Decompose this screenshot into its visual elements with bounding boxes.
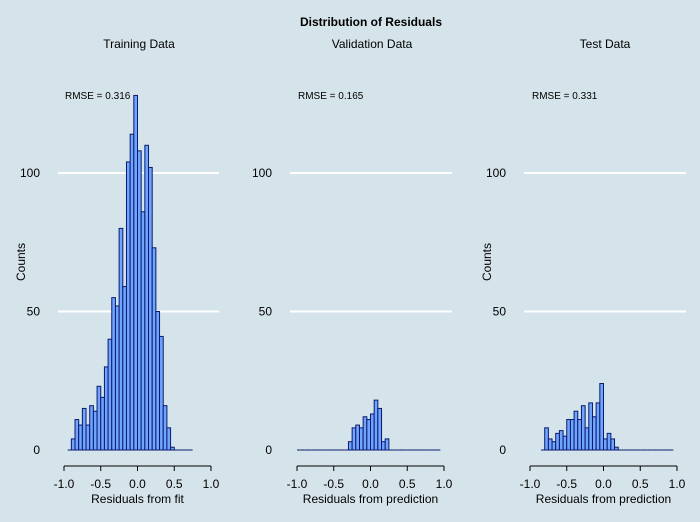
histogram-bar <box>103 366 109 451</box>
histogram-bar <box>137 150 142 451</box>
histogram-bar <box>148 166 153 451</box>
x-tick-label: 1.0 <box>669 477 686 491</box>
histogram-bar <box>566 419 571 451</box>
histogram-bar <box>362 416 368 451</box>
histogram-bar <box>144 144 150 451</box>
histogram-bar <box>610 438 616 451</box>
histogram-bar <box>114 305 120 451</box>
rmse-annotation: RMSE = 0.331 <box>532 91 598 102</box>
histogram-bar <box>384 438 390 451</box>
histogram-bar <box>96 385 102 451</box>
histogram-bar <box>555 432 560 451</box>
x-tick-label: -1.0 <box>520 477 541 491</box>
histogram-bar <box>577 419 582 451</box>
histogram-bar <box>595 402 601 451</box>
histogram-bar <box>351 427 357 451</box>
histogram-bar <box>558 430 564 451</box>
histogram-bar <box>92 410 98 451</box>
rmse-annotation: RMSE = 0.165 <box>298 91 364 102</box>
x-tick-label: 0.5 <box>166 477 183 491</box>
histogram-bar <box>377 407 383 451</box>
histogram-bar <box>588 402 593 451</box>
histogram-bar <box>74 419 80 451</box>
y-tick-label: 50 <box>259 305 273 319</box>
x-tick-label: -0.5 <box>323 477 344 491</box>
y-tick-label: 100 <box>252 166 272 180</box>
x-tick-label: 1.0 <box>203 477 220 491</box>
histogram-bar <box>111 297 116 451</box>
histogram-bar <box>133 94 138 451</box>
histogram-bar <box>591 416 597 451</box>
histogram-bar <box>551 441 557 451</box>
histogram-bar <box>599 383 605 451</box>
y-tick-label: 0 <box>33 443 40 457</box>
y-tick-label: 0 <box>499 443 506 457</box>
histogram-bar <box>562 435 568 451</box>
histogram-bar <box>85 424 91 451</box>
histogram-bar <box>614 446 619 451</box>
y-tick-label: 50 <box>27 305 41 319</box>
y-tick-label: 0 <box>265 443 272 457</box>
histogram-bar <box>125 161 131 451</box>
x-tick-label: 0.0 <box>129 477 146 491</box>
histogram-bar <box>366 419 372 451</box>
histogram-bar <box>70 438 76 451</box>
histogram-bar <box>544 427 549 451</box>
histogram-bar <box>78 424 83 451</box>
chart-title: Distribution of Residuals <box>300 15 442 29</box>
histogram-bar <box>122 286 127 451</box>
histogram-bar <box>373 399 379 451</box>
x-tick-label: 1.0 <box>436 477 453 491</box>
x-axis-label: Residuals from prediction <box>303 492 438 506</box>
histogram-bar <box>81 407 87 451</box>
histogram-bar <box>606 432 612 451</box>
histogram-bar <box>569 419 575 451</box>
y-axis-label: Counts <box>480 243 494 281</box>
histogram-bar <box>100 396 105 451</box>
histogram-bar <box>580 405 586 451</box>
panel-title: Test Data <box>580 37 631 51</box>
x-tick-label: -0.5 <box>90 477 111 491</box>
histogram-bar <box>155 311 161 451</box>
histogram-bar <box>603 438 608 451</box>
histogram-bar <box>166 427 172 451</box>
panel-title: Training Data <box>103 37 175 51</box>
histogram-bar <box>358 427 364 451</box>
panel-title: Validation Data <box>332 37 413 51</box>
x-tick-label: -0.5 <box>556 477 577 491</box>
histogram-bar <box>89 405 94 451</box>
histogram-bar <box>381 441 386 451</box>
x-axis-label: Residuals from prediction <box>536 492 671 506</box>
histogram-bar <box>159 335 164 451</box>
histogram-bar <box>355 424 360 451</box>
rmse-annotation: RMSE = 0.316 <box>65 91 131 102</box>
histogram-bar <box>170 446 175 451</box>
histogram-bar <box>129 133 135 451</box>
histogram-bar <box>162 405 168 451</box>
x-axis-label: Residuals from fit <box>91 492 184 506</box>
histogram-bar <box>151 247 157 451</box>
histogram-bar <box>118 227 124 451</box>
x-tick-label: 0.0 <box>362 477 379 491</box>
histogram-bar <box>140 211 146 451</box>
histogram-bar <box>370 413 375 451</box>
x-tick-label: 0.0 <box>595 477 612 491</box>
histogram-bar <box>573 410 579 451</box>
histogram-bar <box>547 438 553 451</box>
y-axis-label: Counts <box>14 243 28 281</box>
histogram-bar <box>107 338 113 451</box>
x-tick-label: 0.5 <box>399 477 416 491</box>
y-tick-label: 100 <box>486 166 506 180</box>
x-tick-label: -1.0 <box>287 477 308 491</box>
histogram-bar <box>584 427 590 451</box>
histogram-bar <box>347 441 353 451</box>
x-tick-label: 0.5 <box>632 477 649 491</box>
y-tick-label: 50 <box>493 305 507 319</box>
x-tick-label: -1.0 <box>54 477 75 491</box>
y-tick-label: 100 <box>20 166 40 180</box>
